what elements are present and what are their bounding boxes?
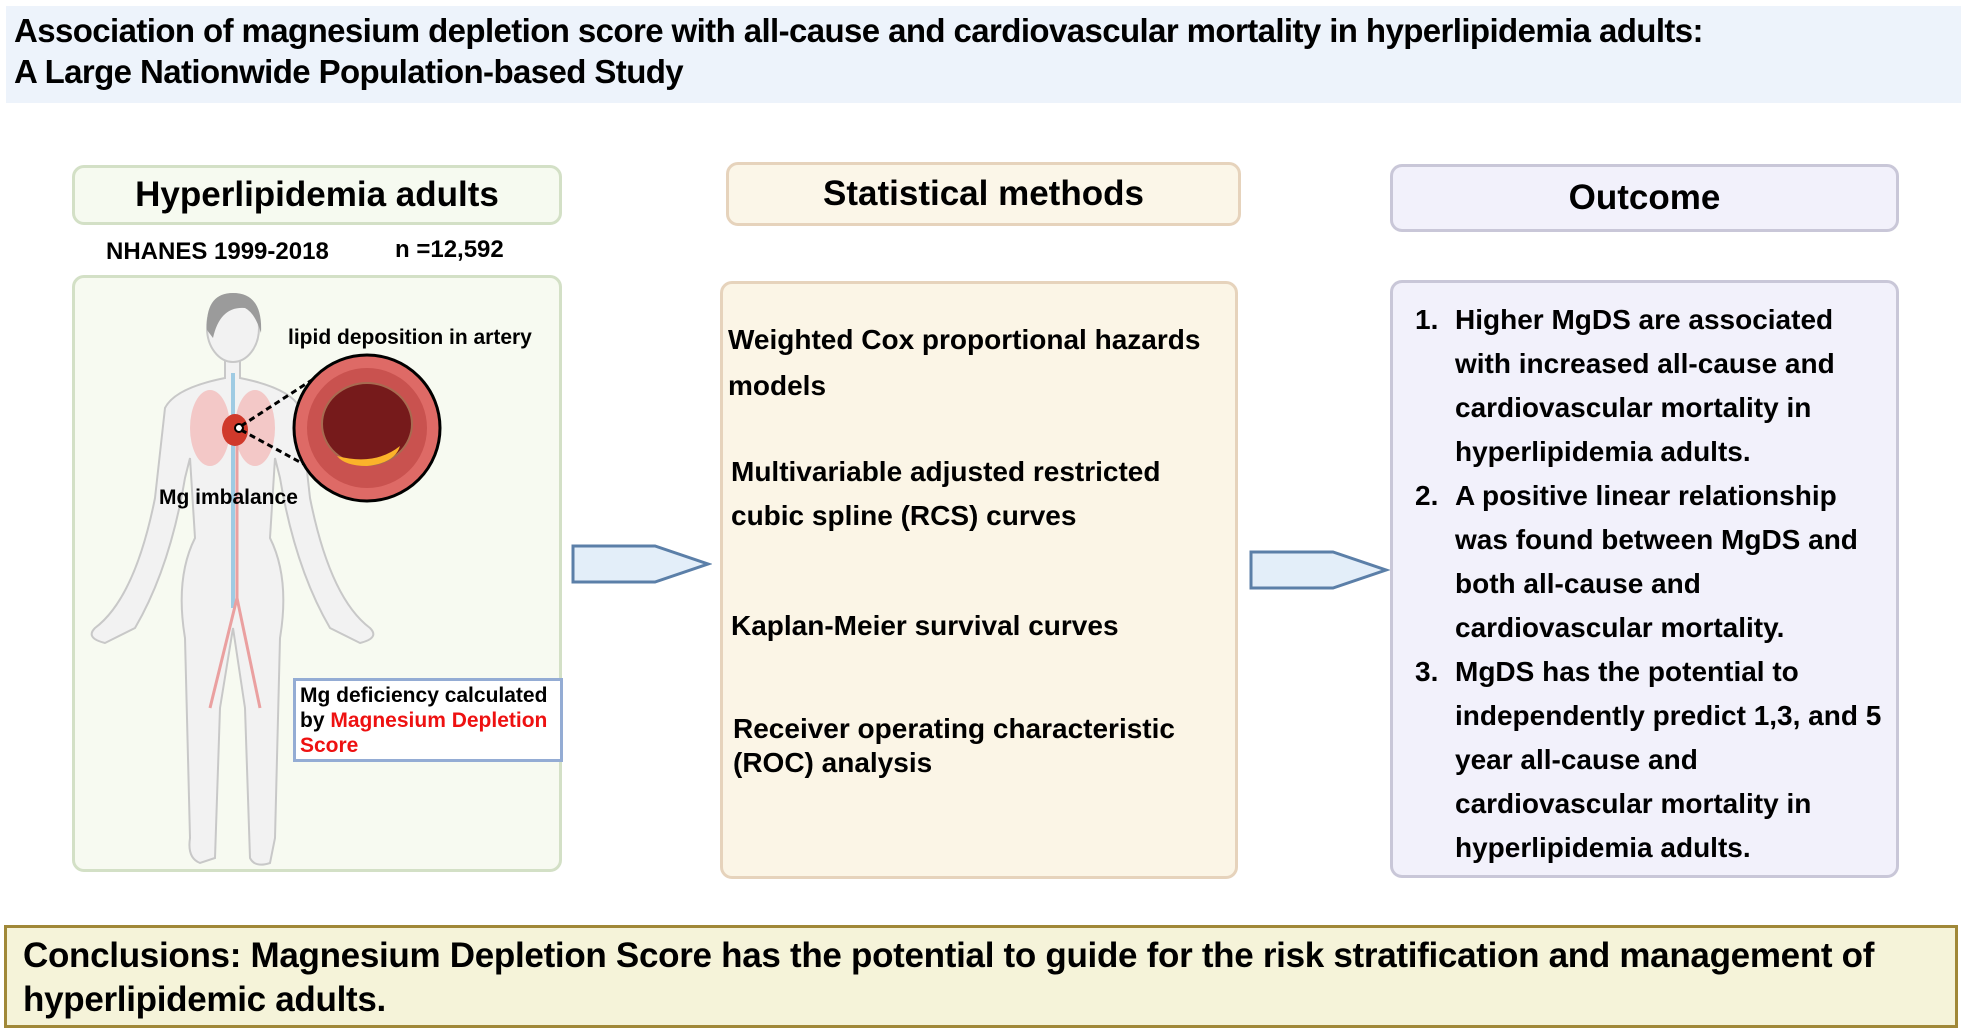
dataset-label: NHANES 1999-2018 xyxy=(106,238,329,265)
outcome-header: Outcome xyxy=(1390,164,1899,232)
outcome-item: 3. MgDS has the potential to independentl… xyxy=(1415,650,1895,870)
methods-panel: Weighted Cox proportional hazards models… xyxy=(720,281,1238,879)
outcome-text: A positive linear relationship was found… xyxy=(1455,480,1858,643)
mg-imbalance-label: Mg imbalance xyxy=(159,486,298,509)
outcome-text: MgDS has the potential to independently … xyxy=(1455,656,1882,863)
title-banner: Association of magnesium depletion score… xyxy=(6,6,1961,103)
methods-header: Statistical methods xyxy=(726,162,1241,226)
outcome-number: 1. xyxy=(1415,304,1439,335)
outcome-panel: 1. Higher MgDS are associated with increa… xyxy=(1390,280,1899,878)
mgds-highlight: Magnesium Depletion Score xyxy=(300,709,548,757)
sample-size-label: n =12,592 xyxy=(395,236,504,263)
outcome-number: 3. xyxy=(1415,656,1439,687)
arrow-right-icon xyxy=(571,544,712,584)
mgds-definition-box: Mg deficiency calculated by Magnesium De… xyxy=(293,678,563,762)
lipid-deposition-label: lipid deposition in artery xyxy=(288,326,532,349)
human-body-illustration xyxy=(90,293,442,866)
population-header: Hyperlipidemia adults xyxy=(72,165,562,225)
conclusion-banner: Conclusions: Magnesium Depletion Score h… xyxy=(4,925,1958,1028)
mgds-prefix: Mg deficiency calculated by xyxy=(300,684,548,732)
method-item: Multivariable adjusted restricted cubic … xyxy=(731,456,1161,531)
method-item: Receiver operating characteristic (ROC) … xyxy=(733,713,1175,778)
outcome-list: 1. Higher MgDS are associated with increa… xyxy=(1415,298,1895,870)
outcome-number: 2. xyxy=(1415,480,1439,511)
method-item: Kaplan-Meier survival curves xyxy=(731,610,1119,641)
title-line-1: Association of magnesium depletion score… xyxy=(14,12,1704,49)
method-item: Weighted Cox proportional hazards models xyxy=(728,324,1201,401)
artery-cross-section-icon xyxy=(292,353,442,503)
outcome-item: 2. A positive linear relationship was fou… xyxy=(1415,474,1895,650)
outcome-item: 1. Higher MgDS are associated with increa… xyxy=(1415,298,1895,474)
arrow-right-icon xyxy=(1249,550,1390,590)
title-line-2: A Large Nationwide Population-based Stud… xyxy=(14,53,684,90)
population-panel: lipid deposition in artery Mg imbalance xyxy=(72,275,562,872)
outcome-text: Higher MgDS are associated with increase… xyxy=(1455,304,1835,467)
